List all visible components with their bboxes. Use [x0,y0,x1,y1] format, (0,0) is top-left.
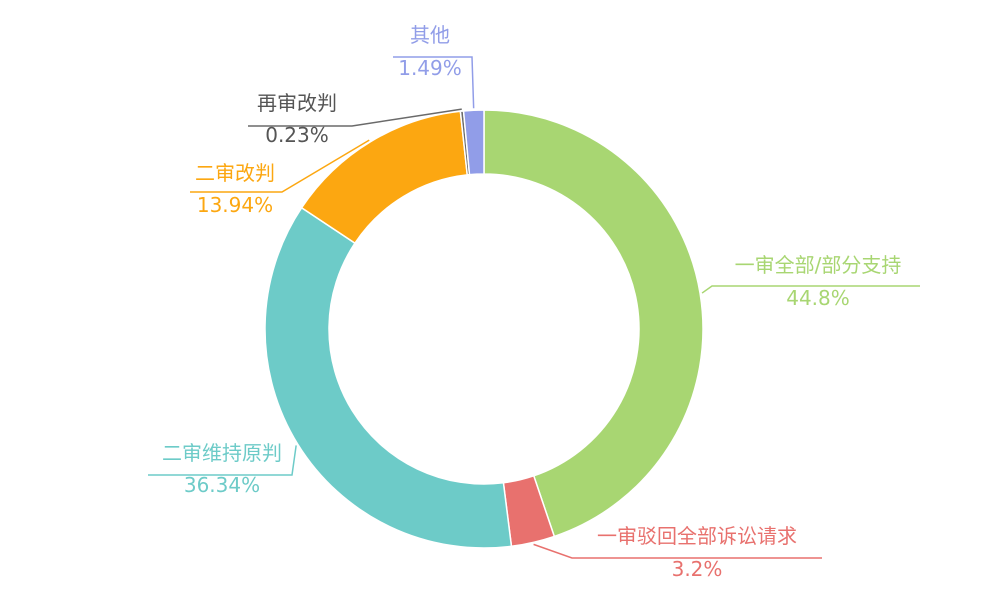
leader-line-1 [533,543,822,559]
slice-0[interactable] [483,109,704,538]
slice-2[interactable] [264,206,513,549]
slice-name-label-2: 二审维持原判 [162,441,282,465]
donut-slices [264,109,704,549]
slice-name-label-4: 再审改判 [257,91,337,115]
slice-name-label-5: 其他 [410,23,450,47]
leader-line-2 [148,445,297,476]
slice-value-label-0: 44.8% [786,286,850,310]
leader-line-4 [248,108,462,127]
slice-value-label-5: 1.49% [398,56,462,80]
slice-value-label-3: 13.94% [197,193,273,217]
slice-value-label-1: 3.2% [672,557,723,581]
slice-name-label-0: 一审全部/部分支持 [735,253,902,277]
slice-name-label-3: 二审改判 [195,161,275,185]
slice-name-label-1: 一审驳回全部诉讼请求 [597,524,797,548]
leader-line-0 [701,285,920,294]
slice-5[interactable] [462,109,485,176]
slice-value-label-2: 36.34% [184,473,260,497]
leader-line-5 [393,56,475,109]
slice-labels: 一审全部/部分支持 44.8% 一审驳回全部诉讼请求 3.2% 二审维持原判 36.34%… [162,23,901,581]
leader-line-3 [190,139,370,193]
leader-lines [148,56,920,559]
slice-value-label-4: 0.23% [265,123,329,147]
